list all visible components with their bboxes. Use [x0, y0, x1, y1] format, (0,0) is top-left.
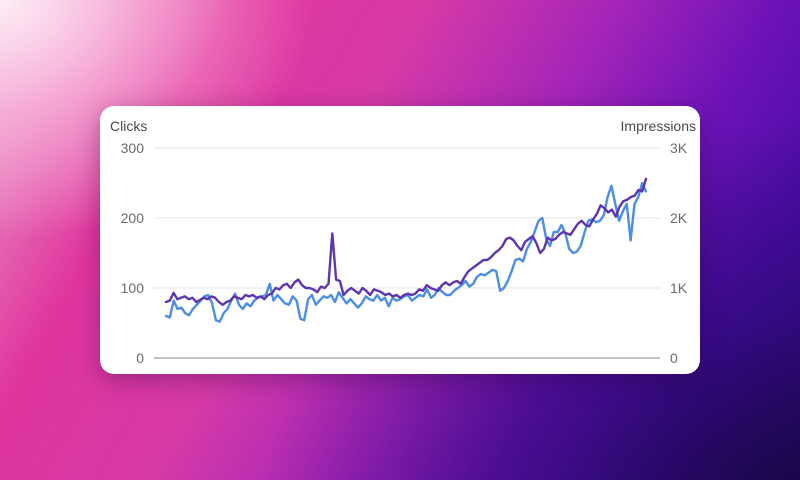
- impressions-series-line: [164, 181, 648, 323]
- y-right-tick: 1K: [670, 280, 688, 296]
- y-left-tick: 0: [136, 350, 144, 366]
- series-lines: [164, 177, 648, 323]
- gridlines: [154, 147, 660, 359]
- y-right-tick: 3K: [670, 140, 688, 156]
- clicks-series-line: [164, 177, 648, 307]
- y-left-tick: 100: [120, 280, 144, 296]
- y-right-tick: 2K: [670, 210, 688, 226]
- y-right-tick: 0: [670, 350, 678, 366]
- y-left-axis-title: Clicks: [110, 118, 148, 134]
- y-left-tick: 300: [120, 140, 144, 156]
- chart-card: Clicks Impressions 300 200 100 0 3K 2K 1…: [100, 106, 700, 374]
- line-chart: [154, 147, 660, 359]
- y-right-axis-title: Impressions: [620, 118, 696, 134]
- y-left-tick: 200: [120, 210, 144, 226]
